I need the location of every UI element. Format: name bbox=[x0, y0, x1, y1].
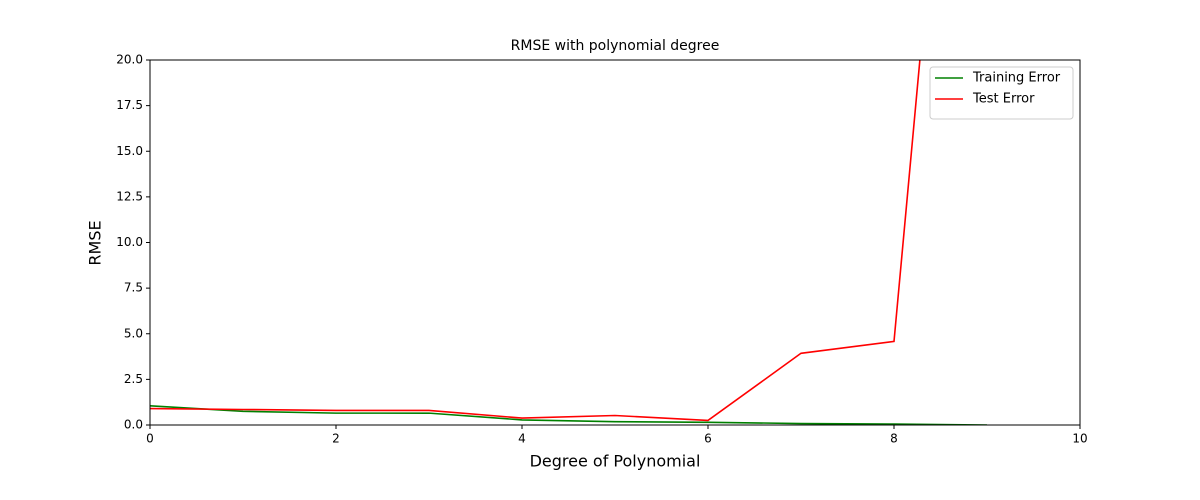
legend-label: Training Error bbox=[972, 71, 1061, 86]
line-series bbox=[150, 405, 988, 425]
y-tick-label: 7.5 bbox=[124, 281, 143, 295]
y-tick-label: 2.5 bbox=[124, 372, 143, 386]
y-tick-label: 0.0 bbox=[124, 418, 143, 432]
y-tick-label: 12.5 bbox=[116, 189, 143, 203]
x-tick-label: 0 bbox=[146, 432, 154, 446]
x-tick-label: 10 bbox=[1072, 432, 1087, 446]
x-tick-label: 6 bbox=[704, 432, 712, 446]
x-axis-label: Degree of Polynomial bbox=[530, 452, 701, 471]
y-tick-label: 17.5 bbox=[116, 98, 143, 112]
x-tick-label: 4 bbox=[518, 432, 526, 446]
x-tick-label: 2 bbox=[332, 432, 340, 446]
y-tick-label: 15.0 bbox=[116, 144, 143, 158]
y-tick-label: 20.0 bbox=[116, 53, 143, 67]
y-tick-label: 10.0 bbox=[116, 235, 143, 249]
legend-label: Test Error bbox=[972, 92, 1035, 107]
x-tick-label: 8 bbox=[890, 432, 898, 446]
line-series bbox=[150, 60, 921, 422]
plot-area bbox=[150, 60, 988, 425]
legend-box bbox=[929, 66, 1074, 120]
y-tick-label: 5.0 bbox=[124, 326, 143, 340]
chart-title: RMSE with polynomial degree bbox=[511, 38, 720, 54]
y-axis-label: RMSE bbox=[86, 220, 105, 265]
